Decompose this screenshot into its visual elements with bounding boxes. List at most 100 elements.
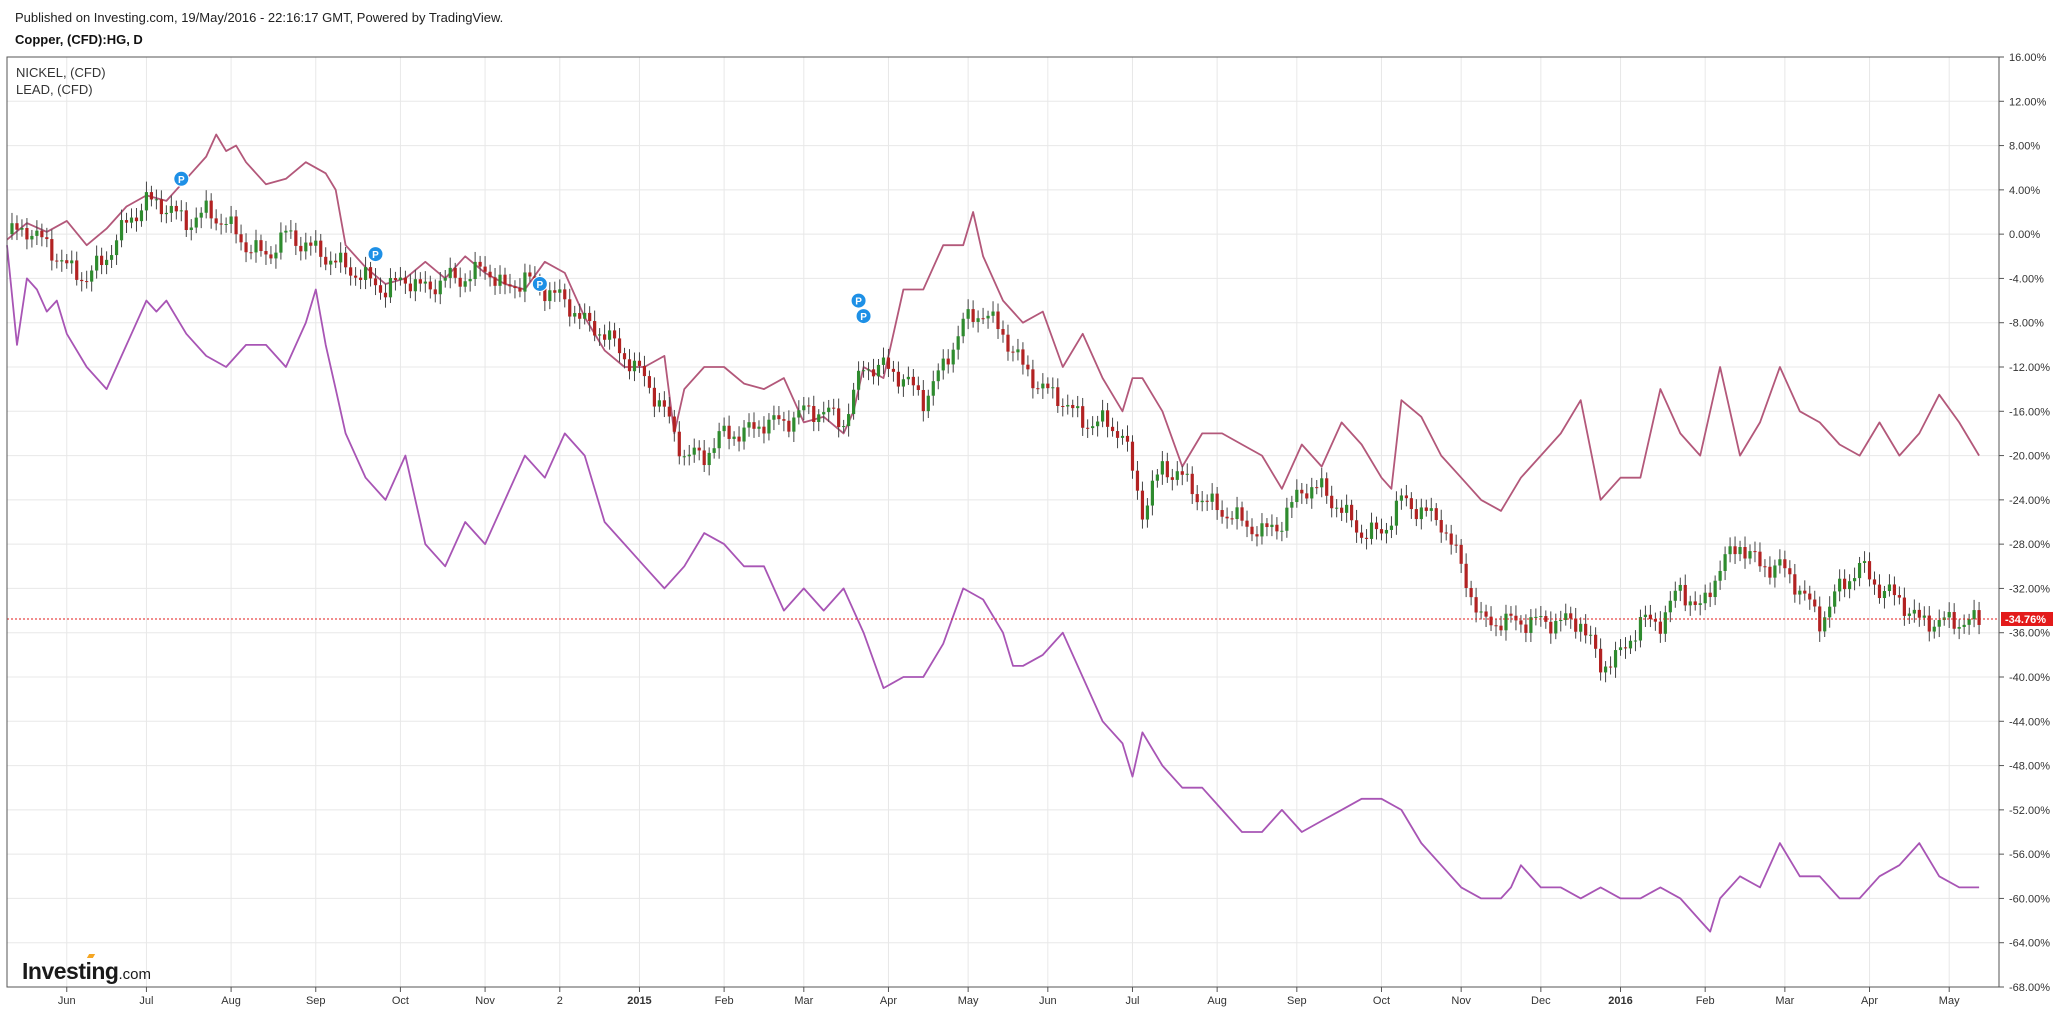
candle-body bbox=[383, 292, 388, 298]
candle-body bbox=[1673, 590, 1677, 601]
candle-body bbox=[1628, 640, 1633, 649]
candle-body bbox=[154, 199, 158, 201]
candle-body bbox=[269, 254, 273, 259]
candle-body bbox=[553, 290, 557, 293]
candle-body bbox=[916, 385, 920, 390]
y-tick-label: -4.00% bbox=[2009, 273, 2044, 285]
candle-body bbox=[239, 234, 243, 243]
candle-body bbox=[50, 239, 54, 261]
candle-body bbox=[856, 370, 861, 390]
candle-body bbox=[254, 240, 258, 253]
candle-body bbox=[1379, 529, 1384, 534]
candle-body bbox=[886, 357, 891, 369]
candle-body bbox=[119, 220, 124, 241]
candle-body bbox=[1813, 599, 1817, 607]
candle-body bbox=[961, 318, 965, 337]
candle-body bbox=[1778, 559, 1782, 566]
candle-body bbox=[85, 281, 89, 283]
candle-body bbox=[1240, 507, 1244, 521]
candle-body bbox=[757, 426, 761, 429]
candle-body bbox=[478, 261, 482, 267]
candle-body bbox=[1678, 584, 1682, 591]
candle-body bbox=[1862, 561, 1867, 563]
candle-body bbox=[1295, 489, 1299, 503]
candle-body bbox=[647, 376, 652, 388]
candle-body bbox=[289, 230, 293, 232]
candle-body bbox=[299, 245, 303, 252]
candle-body bbox=[1559, 620, 1563, 622]
candle-body bbox=[219, 223, 223, 225]
candle-body bbox=[926, 395, 930, 412]
candle-body bbox=[782, 419, 786, 421]
candle-body bbox=[981, 318, 985, 320]
symbol-title: Copper, (CFD):HG, D bbox=[15, 32, 143, 47]
grid-lines bbox=[7, 56, 1999, 988]
candle-body bbox=[55, 260, 59, 262]
y-tick-label: 12.00% bbox=[2009, 96, 2047, 108]
candle-body bbox=[433, 289, 437, 295]
candle-body bbox=[1499, 625, 1503, 631]
candle-body bbox=[1683, 584, 1687, 606]
candle-body bbox=[498, 274, 502, 286]
candle-body bbox=[832, 407, 836, 409]
candle-body bbox=[1165, 461, 1169, 478]
candle-body bbox=[583, 312, 587, 319]
candle-body bbox=[1828, 606, 1832, 618]
candle-body bbox=[1001, 329, 1005, 335]
candle-body bbox=[45, 237, 49, 240]
candle-body bbox=[1798, 590, 1802, 595]
candle-body bbox=[1718, 570, 1722, 581]
candle-body bbox=[1897, 595, 1901, 598]
p-marker-icon bbox=[531, 275, 548, 292]
candle-body bbox=[732, 436, 736, 439]
p-marker-icon bbox=[367, 246, 384, 263]
candle-body bbox=[1698, 603, 1702, 605]
candle-body bbox=[847, 414, 851, 427]
candle-body bbox=[1051, 387, 1055, 389]
candle-body bbox=[662, 400, 666, 407]
candle-body bbox=[787, 420, 791, 432]
candle-body bbox=[1096, 421, 1100, 427]
candle-body bbox=[861, 370, 866, 372]
candle-body bbox=[1310, 487, 1314, 499]
candle-body bbox=[453, 267, 457, 278]
candle-body bbox=[114, 240, 119, 256]
candle-body bbox=[473, 261, 477, 280]
x-tick-label: Aug bbox=[221, 995, 241, 1007]
candle-body bbox=[812, 405, 816, 422]
candle-body bbox=[105, 259, 109, 266]
candle-body bbox=[976, 318, 980, 322]
candle-body bbox=[1613, 650, 1618, 668]
candle-body bbox=[1110, 426, 1115, 432]
candle-body bbox=[264, 251, 268, 255]
candle-body bbox=[378, 285, 383, 293]
candle-body bbox=[747, 422, 751, 428]
candle-body bbox=[1599, 648, 1603, 673]
candle-body bbox=[134, 217, 139, 222]
candle-body bbox=[1125, 435, 1130, 442]
candle-body bbox=[413, 279, 417, 292]
candle-body bbox=[319, 240, 323, 257]
candle-body bbox=[1315, 487, 1319, 489]
candle-body bbox=[682, 456, 686, 458]
candle-body bbox=[204, 200, 208, 213]
candle-body bbox=[458, 277, 462, 287]
candle-body bbox=[1454, 544, 1458, 546]
candle-body bbox=[1140, 490, 1145, 520]
candle-body bbox=[1345, 504, 1349, 513]
candle-body bbox=[637, 360, 642, 366]
candle-body bbox=[1086, 427, 1090, 429]
candle-body bbox=[1225, 516, 1229, 519]
candle-body bbox=[946, 358, 950, 365]
candle-body bbox=[483, 266, 487, 272]
candle-body bbox=[1927, 615, 1931, 632]
candle-body bbox=[1977, 610, 1981, 625]
candle-body bbox=[209, 200, 213, 219]
candle-body bbox=[244, 242, 248, 253]
candle-body bbox=[1952, 612, 1956, 629]
y-tick-label: -36.00% bbox=[2009, 628, 2050, 640]
p-marker-icon bbox=[855, 308, 872, 325]
candle-body bbox=[169, 205, 173, 213]
candle-body bbox=[1374, 522, 1379, 530]
